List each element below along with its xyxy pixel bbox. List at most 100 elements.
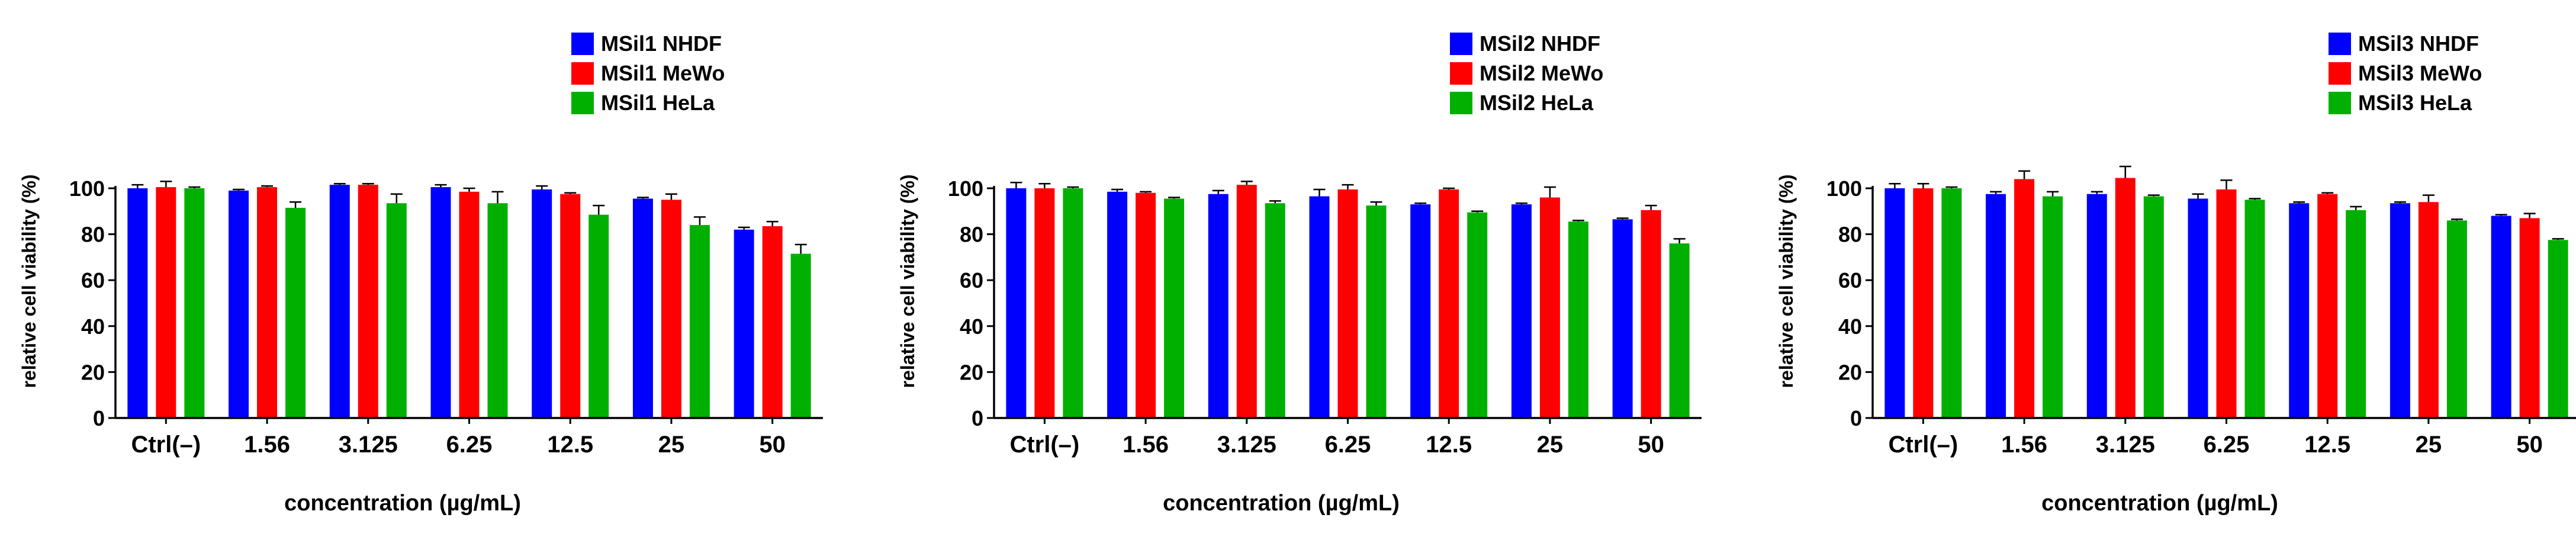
bar: [689, 225, 710, 418]
bar: [1006, 188, 1027, 418]
legend-swatch-nhdf: [1450, 33, 1472, 55]
bar: [2014, 179, 2035, 418]
y-tick-label: 0: [1850, 406, 1862, 430]
x-tick-label: 3.125: [1217, 432, 1276, 458]
x-tick-label: 1.56: [244, 432, 290, 458]
y-tick-label: 20: [81, 360, 105, 384]
y-tick-label: 40: [81, 314, 105, 339]
x-tick-label: 50: [759, 432, 786, 458]
x-tick-label: 25: [1537, 432, 1564, 458]
x-tick-label: 12.5: [2304, 432, 2350, 458]
legend-label-hela: MSil3 HeLa: [2358, 91, 2472, 115]
bar: [2115, 178, 2136, 418]
y-tick-label: 40: [1838, 314, 1862, 339]
plot-area: Ctrl(–) 1.56 3.125 6.25 12.5 25 50 0 20 40 60 80 100: [1826, 165, 2576, 458]
legend-swatch-hela: [2329, 92, 2351, 114]
legend: MSil1 NHDF MSil1 MeWo MSil1 HeLa: [571, 31, 725, 115]
x-tick-label: 50: [2516, 432, 2543, 458]
chart-panel-2: MSil2 NHDF MSil2 MeWo MSil2 HeLa relativ…: [879, 0, 1737, 534]
bar: [1986, 194, 2006, 418]
legend-label-mewo: MSil3 MeWo: [2358, 61, 2482, 85]
bar: [1208, 194, 1228, 418]
legend-label-nhdf: MSil3 NHDF: [2358, 31, 2479, 56]
bar: [229, 190, 249, 418]
chart-panel-3: MSil3 NHDF MSil3 MeWo MSil3 HeLa relativ…: [1757, 0, 2576, 534]
bar: [1236, 185, 1257, 418]
legend-swatch-hela: [571, 92, 594, 114]
bar: [1265, 203, 1285, 418]
bar: [1410, 204, 1431, 418]
y-tick-label: 100: [1826, 176, 1862, 201]
bar: [2548, 240, 2568, 418]
y-tick-label: 60: [960, 268, 983, 292]
bar: [1539, 197, 1560, 418]
bar: [1612, 219, 1633, 418]
plot-area: Ctrl(–) 1.56 3.125 6.25 12.5 25 50 0 20 40 60 80 100: [69, 176, 823, 458]
y-axis-title: relative cell viability (%): [18, 174, 40, 388]
legend-label-mewo: MSil2 MeWo: [1480, 61, 1603, 85]
x-tick-label: 6.25: [446, 432, 493, 458]
bar: [734, 229, 754, 418]
x-tick-label: 6.25: [2204, 432, 2250, 458]
y-tick-label: 0: [972, 406, 983, 430]
x-tick-label: Ctrl(–): [131, 432, 201, 458]
bar: [1164, 198, 1185, 418]
y-axis-title: relative cell viability (%): [1776, 174, 1797, 388]
bar: [1511, 204, 1532, 418]
x-axis-title: concentration (µg/mL): [2041, 491, 2278, 516]
y-tick-label: 60: [1838, 268, 1862, 292]
bar: [2216, 189, 2237, 418]
chart-1: MSil1 NHDF MSil1 MeWo MSil1 HeLa relativ…: [18, 31, 823, 516]
y-tick-label: 80: [81, 223, 105, 247]
bar: [2491, 216, 2511, 418]
legend-label-hela: MSil1 HeLa: [601, 91, 715, 115]
bar: [560, 194, 581, 418]
bar: [329, 185, 350, 418]
x-tick-label: Ctrl(–): [1888, 432, 1958, 458]
y-tick-label: 100: [948, 176, 983, 201]
bar: [1884, 188, 1905, 418]
legend: MSil2 NHDF MSil2 MeWo MSil2 HeLa: [1450, 31, 1603, 115]
bar: [1467, 212, 1488, 418]
legend-swatch-hela: [1450, 92, 1472, 114]
y-tick-label: 20: [960, 360, 983, 384]
bar: [2086, 194, 2107, 418]
bar: [588, 214, 609, 418]
bar: [459, 191, 480, 418]
bar: [1941, 188, 1962, 418]
legend: MSil3 NHDF MSil3 MeWo MSil3 HeLa: [2329, 31, 2482, 115]
bar: [790, 253, 811, 418]
bar: [2519, 218, 2540, 418]
bar: [1337, 189, 1358, 418]
x-tick-label: 12.5: [547, 432, 593, 458]
y-tick-label: 0: [93, 406, 105, 430]
chart-2: MSil2 NHDF MSil2 MeWo MSil2 HeLa relativ…: [897, 31, 1702, 516]
y-tick-label: 80: [960, 223, 983, 247]
bar: [285, 207, 306, 418]
bar: [2244, 200, 2265, 418]
y-tick-label: 100: [69, 176, 105, 201]
bar: [487, 203, 508, 418]
bar: [1641, 210, 1661, 418]
bar: [156, 187, 176, 418]
x-tick-label: 3.125: [339, 432, 398, 458]
bar: [2317, 194, 2338, 418]
bar: [532, 189, 552, 418]
bar: [1439, 189, 1459, 418]
x-tick-label: 6.25: [1325, 432, 1371, 458]
legend-swatch-mewo: [2329, 62, 2351, 85]
bar: [632, 198, 653, 418]
bar: [1309, 196, 1330, 418]
x-tick-label: 12.5: [1426, 432, 1472, 458]
x-tick-label: Ctrl(–): [1009, 432, 1079, 458]
bar: [1669, 243, 1690, 418]
y-tick-label: 80: [1838, 223, 1862, 247]
bar: [1034, 188, 1055, 418]
bar: [1136, 192, 1156, 418]
bar: [2043, 196, 2063, 418]
bar: [386, 203, 407, 418]
legend-swatch-nhdf: [2329, 33, 2351, 55]
bar: [1366, 205, 1387, 418]
x-tick-label: 3.125: [2096, 432, 2155, 458]
bar: [358, 185, 378, 418]
